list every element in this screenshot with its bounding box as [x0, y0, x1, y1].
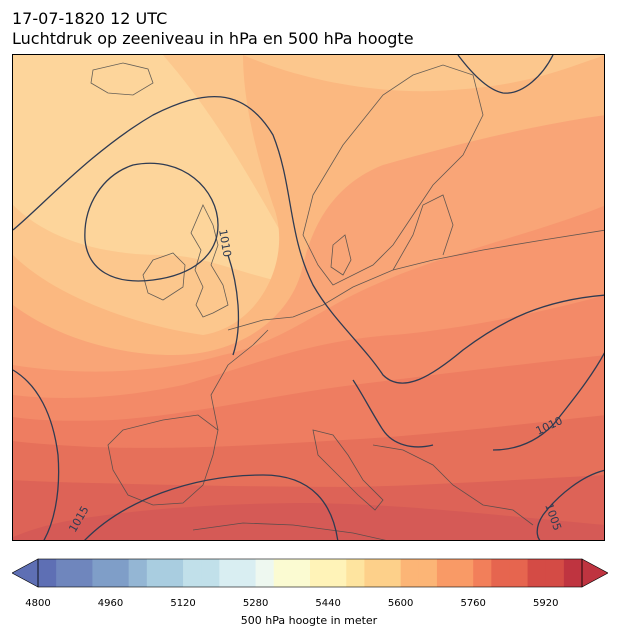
- isobar-1010-main: [13, 95, 604, 384]
- map-canvas: 1010 1010 1005 1015: [13, 55, 604, 540]
- colorbar-cell: [110, 559, 130, 587]
- isobar-1015-southwest: [13, 369, 60, 540]
- colorbar-cell: [164, 559, 184, 587]
- colorbar-tick-label: 5280: [242, 598, 269, 609]
- colorbar-tick-label: 4960: [97, 598, 124, 609]
- denmark-outline: [330, 234, 352, 276]
- weather-map: 1010 1010 1005 1015: [12, 54, 605, 541]
- colorbar-cell: [310, 559, 329, 587]
- scandinavia-outline: [302, 64, 484, 286]
- colorbar-cell: [219, 559, 238, 587]
- colorbar-cell: [527, 559, 547, 587]
- isobar-label: 1010: [216, 228, 234, 258]
- ireland-outline: [142, 252, 186, 301]
- isobar-west-low-side: [227, 254, 240, 356]
- colorbar-cell: [38, 559, 57, 587]
- colorbar-cell: [491, 559, 510, 587]
- colorbar-cell: [382, 559, 402, 587]
- colorbar-cell: [545, 559, 565, 587]
- colorbar-cell: [237, 559, 257, 587]
- map-title: Luchtdruk op zeeniveau in hPa en 500 hPa…: [12, 29, 414, 48]
- colorbar-tick-label: 4800: [25, 598, 51, 609]
- colorbar-cell: [328, 559, 347, 587]
- colorbar-cell: [563, 559, 583, 587]
- colorbar-extend-low: [12, 558, 39, 588]
- isobar-1015-south: [84, 474, 339, 540]
- colorbar-cell: [291, 559, 311, 587]
- colorbar-cell: [455, 559, 474, 587]
- isobar-1010-west-loop: [84, 162, 219, 282]
- colorbar-cell: [74, 559, 93, 587]
- colorbar-cell: [92, 559, 112, 587]
- isobar-1010-east: [492, 352, 604, 451]
- colorbar-cell: [418, 559, 438, 587]
- colorbar-cell: [273, 559, 293, 587]
- colorbar-tick-label: 5120: [170, 598, 196, 609]
- valid-time: 17-07-1820 12 UTC: [12, 9, 168, 28]
- baltic-coast: [392, 194, 454, 271]
- colorbar-label: 500 hPa hoogte in meter: [240, 614, 378, 627]
- continent-coast: [227, 229, 604, 331]
- great-britain-outline: [190, 204, 229, 318]
- iceland-outline: [90, 62, 154, 96]
- colorbar-cell: [146, 559, 166, 587]
- north-africa-coast: [192, 522, 386, 540]
- colorbar-tick-label: 5600: [387, 598, 414, 609]
- colorbar-extend-high: [581, 558, 608, 588]
- colorbar-tick-label: 5760: [460, 598, 486, 609]
- isobar-1010-alps: [352, 379, 434, 448]
- colorbar-tick-label: 5440: [315, 598, 341, 609]
- colorbar: [12, 558, 608, 588]
- colorbar-tick-label: 5920: [532, 598, 559, 609]
- colorbar-cell: [436, 559, 456, 587]
- colorbar-ticks: 4800 4960 5120 5280 5440 5600 5760 5920: [0, 598, 618, 612]
- colorbar-cell: [509, 559, 529, 587]
- colorbar-cell: [255, 559, 275, 587]
- coastlines: [90, 62, 604, 540]
- colorbar-cell: [346, 559, 365, 587]
- colorbar-cell: [364, 559, 384, 587]
- balkans-coast: [372, 444, 534, 526]
- colorbar-cell: [183, 559, 202, 587]
- colorbar-cell: [400, 559, 420, 587]
- height-band: [13, 503, 604, 540]
- colorbar-cell: [56, 559, 75, 587]
- chart-title-block: 17-07-1820 12 UTC Luchtdruk op zeeniveau…: [12, 9, 414, 49]
- iberia-outline: [107, 414, 219, 506]
- italy-outline: [312, 429, 384, 511]
- isobars: [13, 55, 604, 540]
- colorbar-cell: [201, 559, 220, 587]
- colorbar-cell: [128, 559, 148, 587]
- colorbar-cell: [473, 559, 492, 587]
- france-coast: [210, 329, 269, 431]
- isobar-1010-east-upper: [457, 55, 554, 94]
- isobar-1005-southeast: [536, 469, 604, 540]
